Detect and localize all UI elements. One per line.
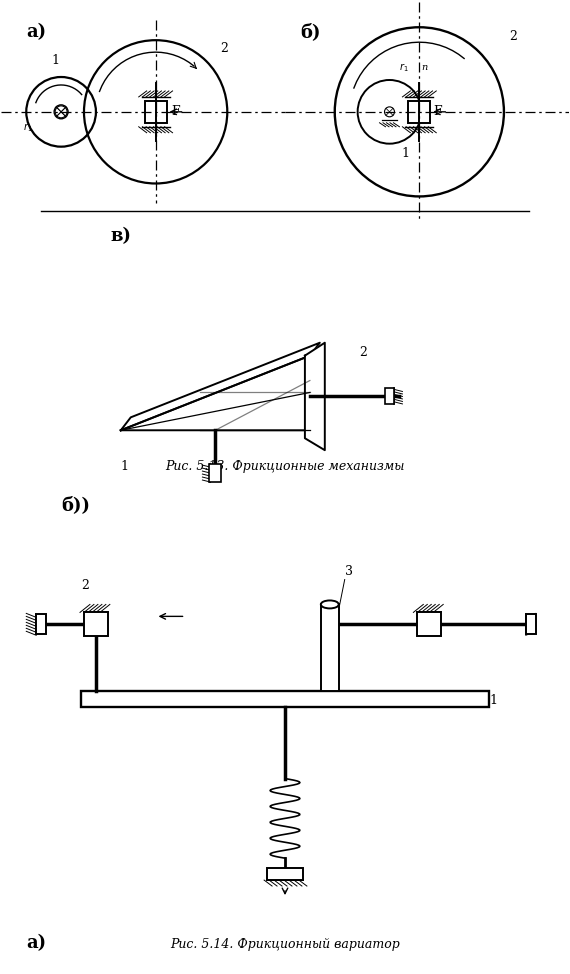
Text: 1: 1 bbox=[489, 693, 497, 707]
Text: в): в) bbox=[111, 227, 132, 245]
Text: F: F bbox=[172, 105, 180, 118]
Text: Рис. 5.14. Фрикционный вариатор: Рис. 5.14. Фрикционный вариатор bbox=[170, 938, 400, 951]
Bar bbox=[145, 101, 166, 123]
Text: Рис. 5.13. Фрикционные механизмы: Рис. 5.13. Фрикционные механизмы bbox=[165, 460, 405, 473]
Text: б)): б)) bbox=[61, 496, 90, 514]
Text: 1: 1 bbox=[51, 55, 59, 67]
Bar bbox=[209, 465, 221, 482]
Bar bbox=[408, 101, 430, 123]
Text: а): а) bbox=[26, 23, 46, 41]
Text: 2: 2 bbox=[81, 580, 89, 592]
Text: 1: 1 bbox=[401, 147, 409, 160]
Text: 2: 2 bbox=[221, 42, 228, 56]
Text: 3: 3 bbox=[345, 565, 353, 578]
Text: F: F bbox=[433, 105, 442, 118]
Text: 2: 2 bbox=[509, 30, 517, 43]
Bar bbox=[81, 691, 489, 707]
Bar bbox=[321, 605, 339, 691]
Bar bbox=[417, 613, 441, 636]
Bar bbox=[385, 389, 394, 404]
Bar bbox=[36, 615, 46, 634]
Bar bbox=[267, 868, 303, 880]
Ellipse shape bbox=[321, 600, 339, 609]
Text: 2: 2 bbox=[360, 346, 368, 358]
Text: n: n bbox=[421, 63, 428, 72]
Text: 1: 1 bbox=[121, 460, 129, 473]
Bar bbox=[526, 615, 536, 634]
Text: $r_1$: $r_1$ bbox=[23, 121, 33, 133]
Polygon shape bbox=[305, 343, 325, 450]
Text: $r_1$: $r_1$ bbox=[400, 61, 409, 74]
Text: б): б) bbox=[300, 23, 320, 41]
Text: а): а) bbox=[26, 934, 46, 952]
Bar bbox=[84, 613, 108, 636]
